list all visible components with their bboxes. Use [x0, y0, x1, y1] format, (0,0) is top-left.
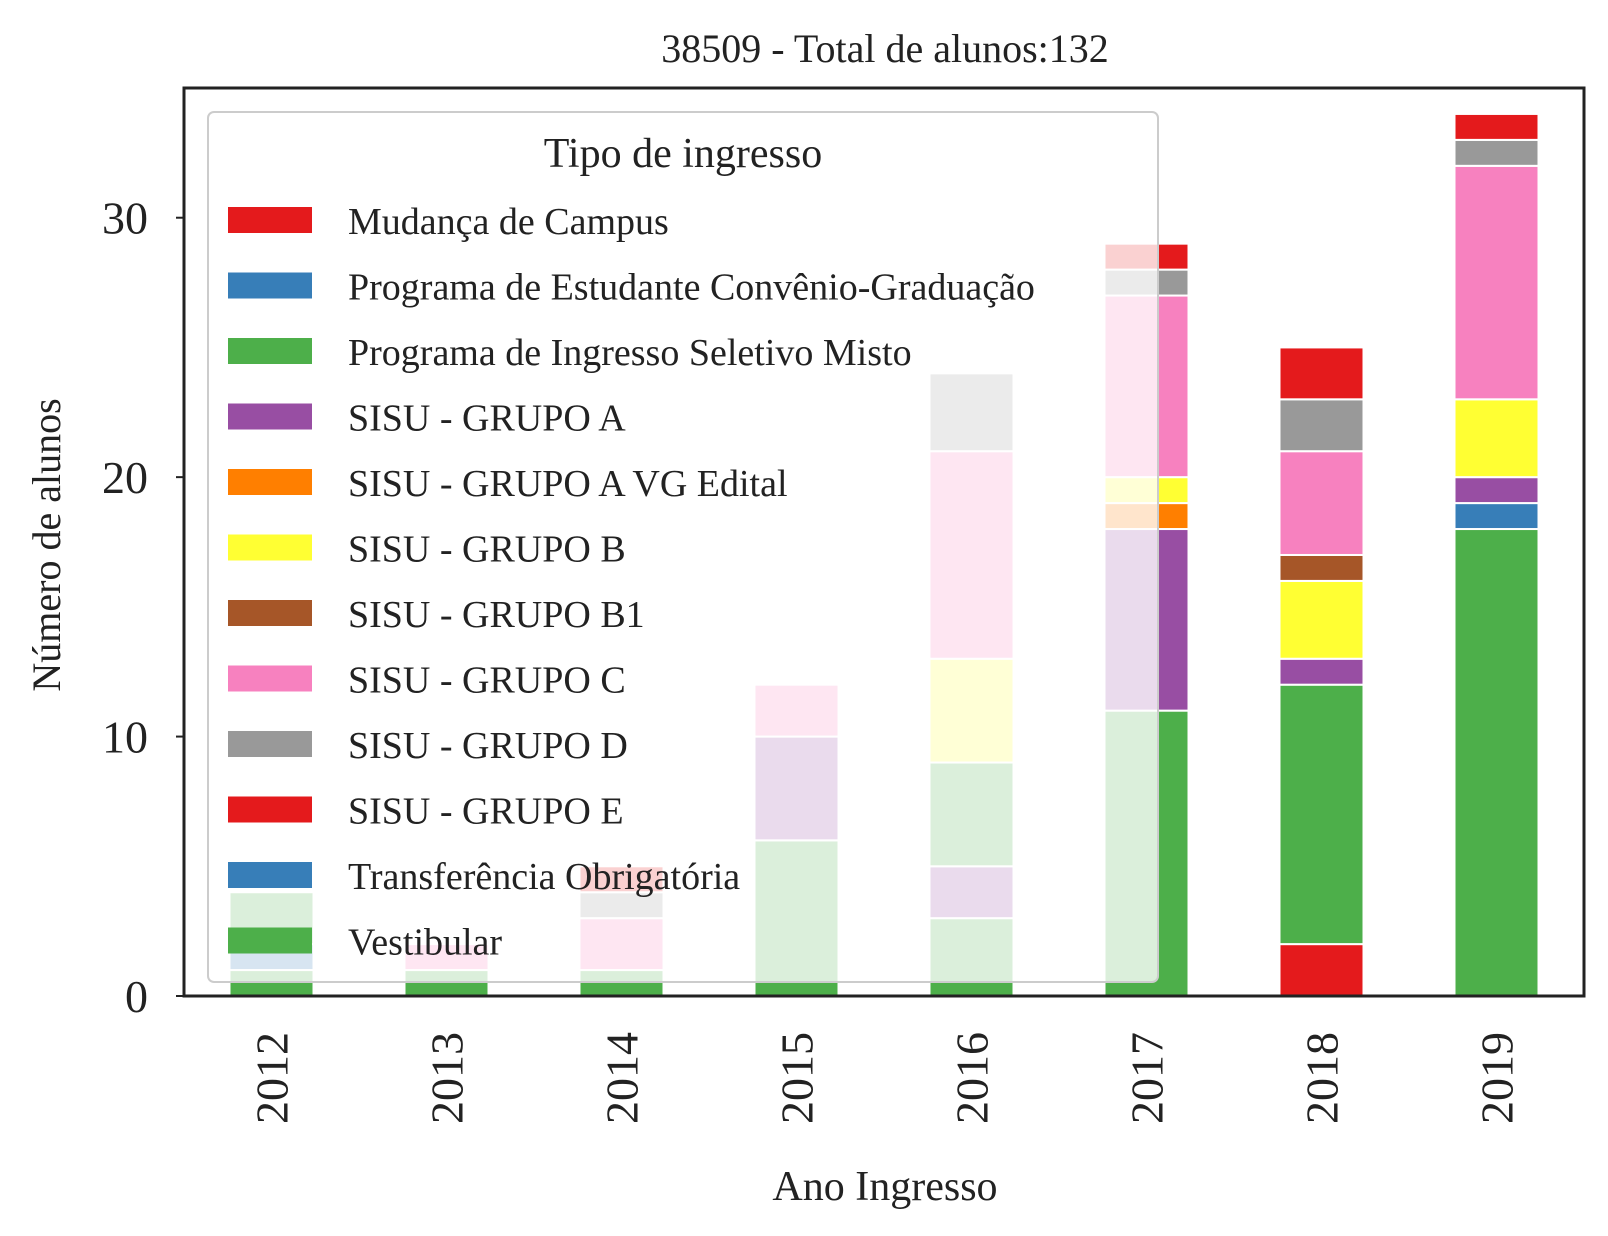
- legend-swatch-sisu-grupo-a: [228, 403, 312, 430]
- legend-title: Tipo de ingresso: [544, 131, 822, 177]
- legend-swatch-sisu-grupo-c: [228, 665, 312, 692]
- x-axis-ticks: 2012 2013 2014 2015 2016 2017 2018 2019: [247, 1032, 1523, 1124]
- legend-swatch-mudanca-de-campus: [228, 207, 312, 233]
- legend-box: [207, 111, 1159, 983]
- x-tick-label-2016: 2016: [947, 1032, 998, 1124]
- legend-swatch-sisu-grupo-e: [228, 796, 312, 823]
- bar-segment-2019-programa-de-estudante-convenio-graduacao: [1453, 502, 1540, 531]
- legend-swatch-vestibular: [228, 927, 312, 954]
- plot-frame: [182, 86, 1586, 998]
- legend-swatch-transferencia-obrigatoria: [228, 862, 312, 888]
- bar-segment-2018-sisu-grupo-c: [1278, 450, 1365, 556]
- legend-label-programa-de-ingresso-seletivo-misto: Programa de Ingresso Seletivo Misto: [348, 332, 912, 374]
- bar-segment-2018-sisu-grupo-e: [1278, 943, 1365, 997]
- chart-title: 38509 - Total de alunos:132: [661, 26, 1109, 71]
- legend-label-sisu-grupo-b1: SISU - GRUPO B1: [348, 594, 645, 636]
- x-tick-label-2019: 2019: [1472, 1032, 1523, 1124]
- legend-swatch-sisu-grupo-b: [228, 534, 312, 561]
- legend-label-sisu-grupo-b: SISU - GRUPO B: [348, 529, 626, 571]
- legend-label-mudanca-de-campus: Mudança de Campus: [348, 201, 669, 243]
- bar-segment-2019-programa-de-ingresso-seletivo-misto: [1453, 528, 1540, 997]
- bar-segment-2019-sisu-grupo-e: [1453, 112, 1540, 141]
- y-axis-label: Número de alunos: [24, 398, 69, 691]
- y-tick-label: 30: [102, 193, 148, 244]
- bar-segment-2018-sisu-grupo-b: [1278, 579, 1365, 660]
- legend-label-programa-de-estudante-convenio-graduacao: Programa de Estudante Convênio-Graduação: [348, 267, 1035, 309]
- y-tick-label: 20: [102, 452, 148, 503]
- bar-segment-2018-sisu-grupo-e: [1278, 346, 1365, 401]
- bar-segment-2018-sisu-grupo-d: [1278, 398, 1365, 453]
- x-tick-label-2013: 2013: [422, 1032, 473, 1124]
- x-tick-label-2017: 2017: [1122, 1032, 1173, 1124]
- legend-swatch-programa-de-ingresso-seletivo-misto: [228, 338, 312, 364]
- y-axis-ticks: 0 10 20 30: [102, 193, 184, 1022]
- legend-label-transferencia-obrigatoria: Transferência Obrigatória: [348, 856, 740, 898]
- y-tick-label: 10: [102, 712, 148, 763]
- x-tick-label-2015: 2015: [772, 1032, 823, 1124]
- legend-items: Mudança de Campus Programa de Estudante C…: [228, 201, 1035, 964]
- y-tick-label: 0: [125, 971, 148, 1022]
- bar-segment-2018-sisu-grupo-a: [1278, 657, 1365, 686]
- legend-swatch-programa-de-estudante-convenio-graduacao: [228, 272, 312, 299]
- legend-label-sisu-grupo-a-vg-edital: SISU - GRUPO A VG Edital: [348, 463, 788, 505]
- legend-label-sisu-grupo-a: SISU - GRUPO A: [348, 398, 626, 440]
- bar-segment-2019-sisu-grupo-a: [1453, 476, 1540, 505]
- legend-label-sisu-grupo-e: SISU - GRUPO E: [348, 791, 624, 833]
- legend: Tipo de ingresso Mudança de Campus Progra…: [207, 111, 1159, 983]
- legend-label-sisu-grupo-d: SISU - GRUPO D: [348, 725, 628, 767]
- legend-label-vestibular: Vestibular: [348, 922, 502, 964]
- x-axis-label: Ano Ingresso: [772, 1164, 997, 1210]
- x-tick-label-2014: 2014: [597, 1032, 648, 1124]
- x-tick-label-2018: 2018: [1297, 1032, 1348, 1124]
- bar-segment-2019-sisu-grupo-b: [1453, 398, 1540, 479]
- legend-swatch-sisu-grupo-d: [228, 731, 312, 757]
- x-tick-label-2012: 2012: [247, 1032, 298, 1124]
- bar-segment-2018-sisu-grupo-b1: [1278, 553, 1365, 582]
- legend-label-sisu-grupo-c: SISU - GRUPO C: [348, 660, 626, 702]
- bar-segment-2019-sisu-grupo-d: [1453, 138, 1540, 167]
- bar-segment-2018-programa-de-ingresso-seletivo-misto: [1278, 683, 1365, 946]
- bar-segment-2019-sisu-grupo-c: [1453, 164, 1540, 401]
- legend-swatch-sisu-grupo-b1: [228, 600, 312, 626]
- legend-swatch-sisu-grupo-a-vg-edital: [228, 469, 312, 495]
